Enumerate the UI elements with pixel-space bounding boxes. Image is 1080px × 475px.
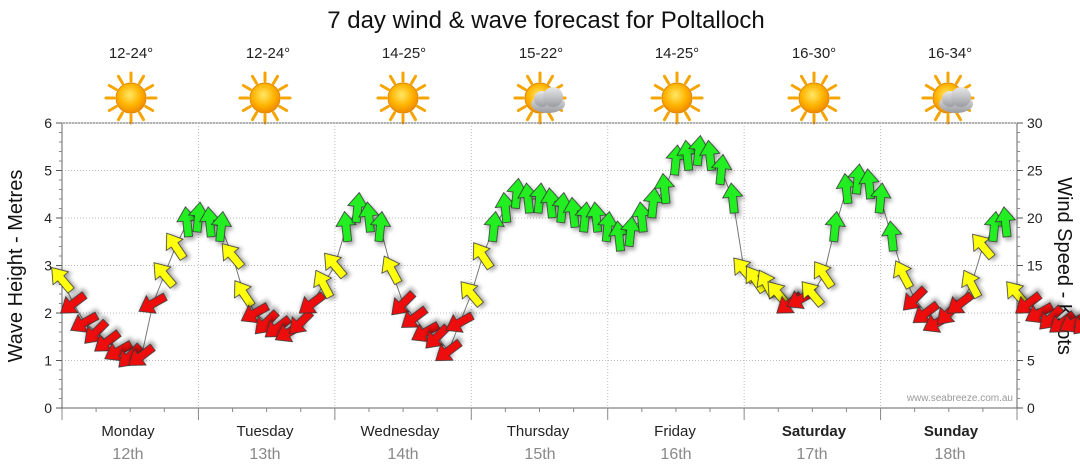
wind-arrow bbox=[858, 168, 880, 200]
partly-cloudy-icon bbox=[921, 71, 975, 125]
right-tick-label: 5 bbox=[1027, 353, 1035, 369]
sun-icon bbox=[650, 71, 704, 125]
credit-label: www.seabreeze.com.au bbox=[906, 393, 1013, 404]
wind-arrow bbox=[902, 285, 928, 311]
right-tick-label: 15 bbox=[1027, 258, 1043, 274]
date-label: 17th bbox=[796, 446, 827, 463]
wind-arrow bbox=[472, 242, 495, 271]
wind-arrow bbox=[483, 210, 505, 243]
temp-label: 14-25° bbox=[382, 45, 426, 62]
wind-arrow bbox=[313, 269, 335, 300]
temp-label: 15-22° bbox=[519, 45, 563, 62]
wind-arrow bbox=[358, 201, 380, 233]
wind-arrow bbox=[961, 269, 983, 300]
wind-arrow bbox=[870, 182, 892, 214]
day-label: Saturday bbox=[782, 423, 847, 440]
sun-icon bbox=[238, 71, 292, 125]
wind-arrow bbox=[460, 281, 484, 308]
left-tick-label: 6 bbox=[44, 115, 52, 131]
day-label: Friday bbox=[654, 423, 696, 440]
date-label: 13th bbox=[249, 446, 280, 463]
day-label: Tuesday bbox=[237, 423, 294, 440]
wind-arrow bbox=[51, 267, 75, 294]
date-label: 18th bbox=[934, 446, 965, 463]
date-label: 15th bbox=[524, 446, 555, 463]
wind-arrow bbox=[60, 291, 88, 314]
temp-label: 12-24° bbox=[246, 45, 290, 62]
wind-arrow bbox=[165, 232, 188, 261]
wind-arrow bbox=[335, 210, 357, 243]
wind-arrow bbox=[381, 255, 403, 286]
wind-arrow bbox=[298, 291, 327, 314]
left-axis-label: Wave Height - Metres bbox=[5, 170, 27, 363]
left-tick-label: 5 bbox=[44, 163, 52, 179]
left-tick-label: 4 bbox=[44, 210, 52, 226]
wind-arrow bbox=[824, 210, 846, 243]
sun-icon bbox=[104, 71, 158, 125]
left-tick-label: 3 bbox=[44, 258, 52, 274]
day-label: Wednesday bbox=[361, 423, 440, 440]
date-label: 16th bbox=[660, 446, 691, 463]
date-label: 14th bbox=[387, 446, 418, 463]
wind-arrow bbox=[128, 343, 156, 366]
sun-icon bbox=[376, 71, 430, 125]
temp-label: 12-24° bbox=[109, 45, 153, 62]
right-tick-label: 20 bbox=[1027, 210, 1043, 226]
wind-arrow bbox=[893, 260, 914, 290]
left-tick-label: 0 bbox=[44, 400, 52, 416]
wind-arrow bbox=[369, 210, 392, 243]
wind-arrow bbox=[710, 153, 733, 186]
wind-arrow bbox=[946, 291, 975, 314]
wind-arrow bbox=[391, 290, 417, 316]
temp-label: 16-30° bbox=[792, 45, 836, 62]
right-tick-label: 0 bbox=[1027, 400, 1035, 416]
wind-arrow bbox=[699, 139, 721, 172]
wind-arrow bbox=[138, 292, 168, 314]
wind-arrow bbox=[210, 210, 233, 243]
day-label: Monday bbox=[101, 423, 155, 440]
partly-cloudy-icon bbox=[513, 71, 567, 125]
wind-arrow bbox=[653, 172, 676, 205]
wind-arrow bbox=[153, 262, 177, 289]
temp-label: 16-34° bbox=[928, 45, 972, 62]
day-label: Sunday bbox=[924, 423, 979, 440]
chart-title: 7 day wind & wave forecast for Poltalloc… bbox=[327, 7, 765, 34]
right-tick-label: 30 bbox=[1027, 115, 1043, 131]
wind-arrow bbox=[435, 338, 463, 362]
wind-arrow bbox=[881, 220, 903, 252]
left-tick-label: 2 bbox=[44, 305, 52, 321]
wind-arrow bbox=[445, 311, 475, 333]
left-tick-label: 1 bbox=[44, 353, 52, 369]
wind-arrow bbox=[972, 233, 996, 261]
wind-arrow bbox=[221, 243, 246, 270]
sun-icon bbox=[787, 71, 841, 125]
wind-arrow bbox=[721, 182, 744, 214]
day-label: Thursday bbox=[507, 423, 570, 440]
right-tick-label: 25 bbox=[1027, 163, 1043, 179]
wind-arrow bbox=[585, 201, 607, 233]
date-label: 12th bbox=[112, 446, 143, 463]
temp-label: 14-25° bbox=[655, 45, 699, 62]
wind-arrow bbox=[813, 261, 836, 290]
wind-arrow bbox=[234, 280, 256, 309]
wind-arrow bbox=[324, 252, 348, 280]
wind-arrow bbox=[994, 206, 1017, 238]
wind-arrow bbox=[801, 281, 826, 308]
